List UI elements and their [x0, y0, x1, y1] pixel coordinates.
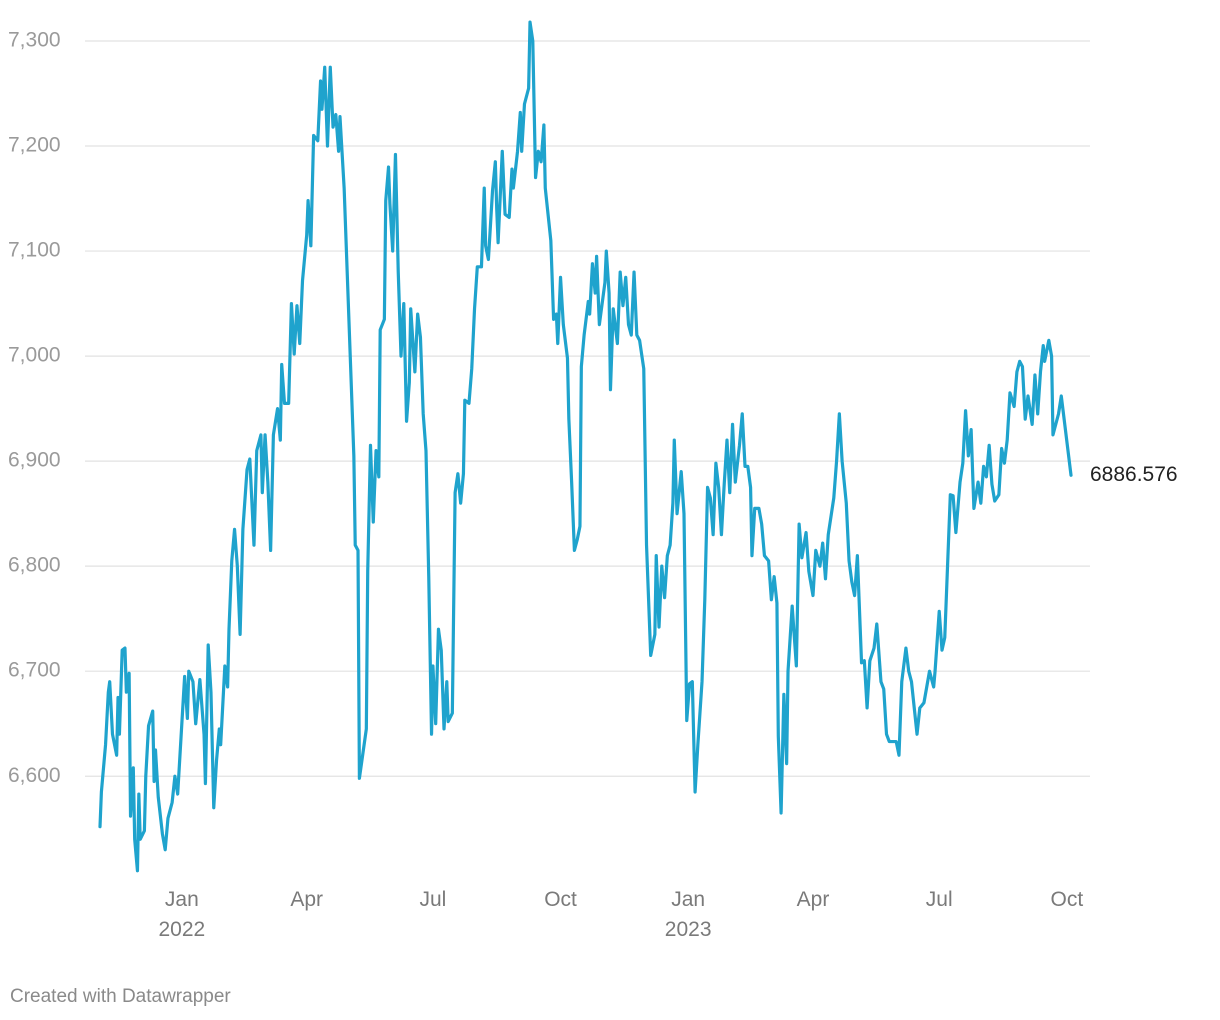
x-tick-label: Jul	[926, 888, 953, 911]
x-tick-label: Jan 2023	[665, 888, 712, 941]
last-value-label: 6886.576	[1090, 463, 1178, 486]
y-tick-label: 7,000	[8, 344, 61, 367]
x-tick-label: Oct	[544, 888, 577, 911]
y-tick-label: 7,100	[8, 239, 61, 262]
x-tick-label: Apr	[797, 888, 830, 911]
line	[98, 20, 1073, 873]
y-tick-label: 7,200	[8, 134, 61, 157]
x-tick-label: Jul	[419, 888, 446, 911]
y-tick-label: 6,600	[8, 764, 61, 787]
credit: Created with Datawrapper	[10, 986, 231, 1007]
y-tick-label: 7,300	[8, 29, 61, 52]
y-tick-label: 6,700	[8, 659, 61, 682]
x-tick-label: Jan 2022	[158, 888, 205, 941]
x-tick-label: Apr	[290, 888, 323, 911]
y-tick-label: 6,900	[8, 449, 61, 472]
y-tick-label: 6,800	[8, 554, 61, 577]
x-tick-label: Oct	[1051, 888, 1084, 911]
